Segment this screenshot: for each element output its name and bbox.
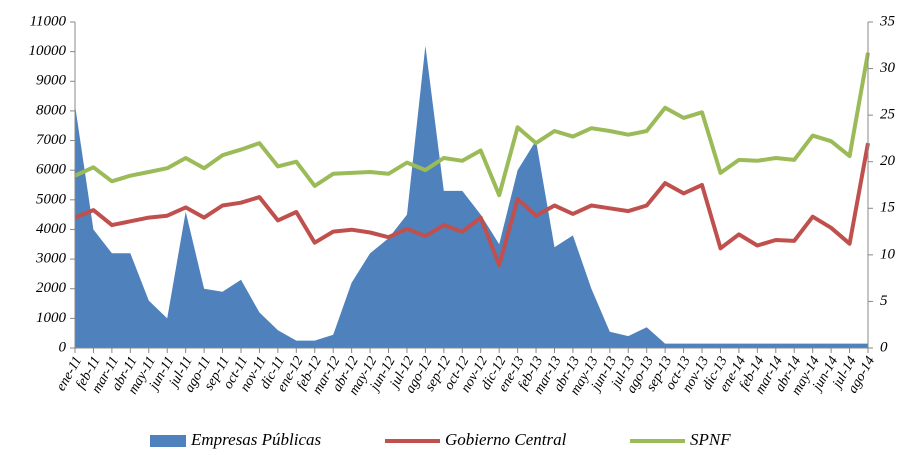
y2-tick-label: 20 xyxy=(880,153,896,169)
y-tick-label: 4000 xyxy=(36,221,67,237)
legend-label: Gobierno Central xyxy=(445,430,567,449)
y-tick-label: 9000 xyxy=(36,73,67,89)
y2-tick-label: 10 xyxy=(880,246,896,262)
y-tick-label: 5000 xyxy=(36,191,67,207)
y2-tick-label: 5 xyxy=(880,293,888,309)
y-tick-label: 8000 xyxy=(36,102,67,118)
area xyxy=(75,45,868,348)
y-tick-label: 6000 xyxy=(36,162,67,178)
y-tick-label: 11000 xyxy=(30,13,67,29)
y-tick-label: 10000 xyxy=(29,43,67,59)
y2-tick-label: 15 xyxy=(880,200,896,216)
y-tick-label: 2000 xyxy=(36,280,67,296)
line xyxy=(74,52,870,198)
y2-tick-label: 25 xyxy=(880,107,896,123)
legend-label: SPNF xyxy=(690,430,731,449)
y-tick-label: 7000 xyxy=(36,132,67,148)
legend-label: Empresas Públicas xyxy=(190,430,322,449)
y2-tick-label: 35 xyxy=(879,13,896,29)
y-tick-label: 3000 xyxy=(35,251,67,267)
y-tick-label: 1000 xyxy=(36,310,67,326)
y2-tick-label: 30 xyxy=(879,60,896,76)
legend-swatch xyxy=(150,435,186,447)
line xyxy=(74,142,870,268)
y-tick-label: 0 xyxy=(59,339,67,355)
y2-tick-label: 0 xyxy=(880,339,888,355)
